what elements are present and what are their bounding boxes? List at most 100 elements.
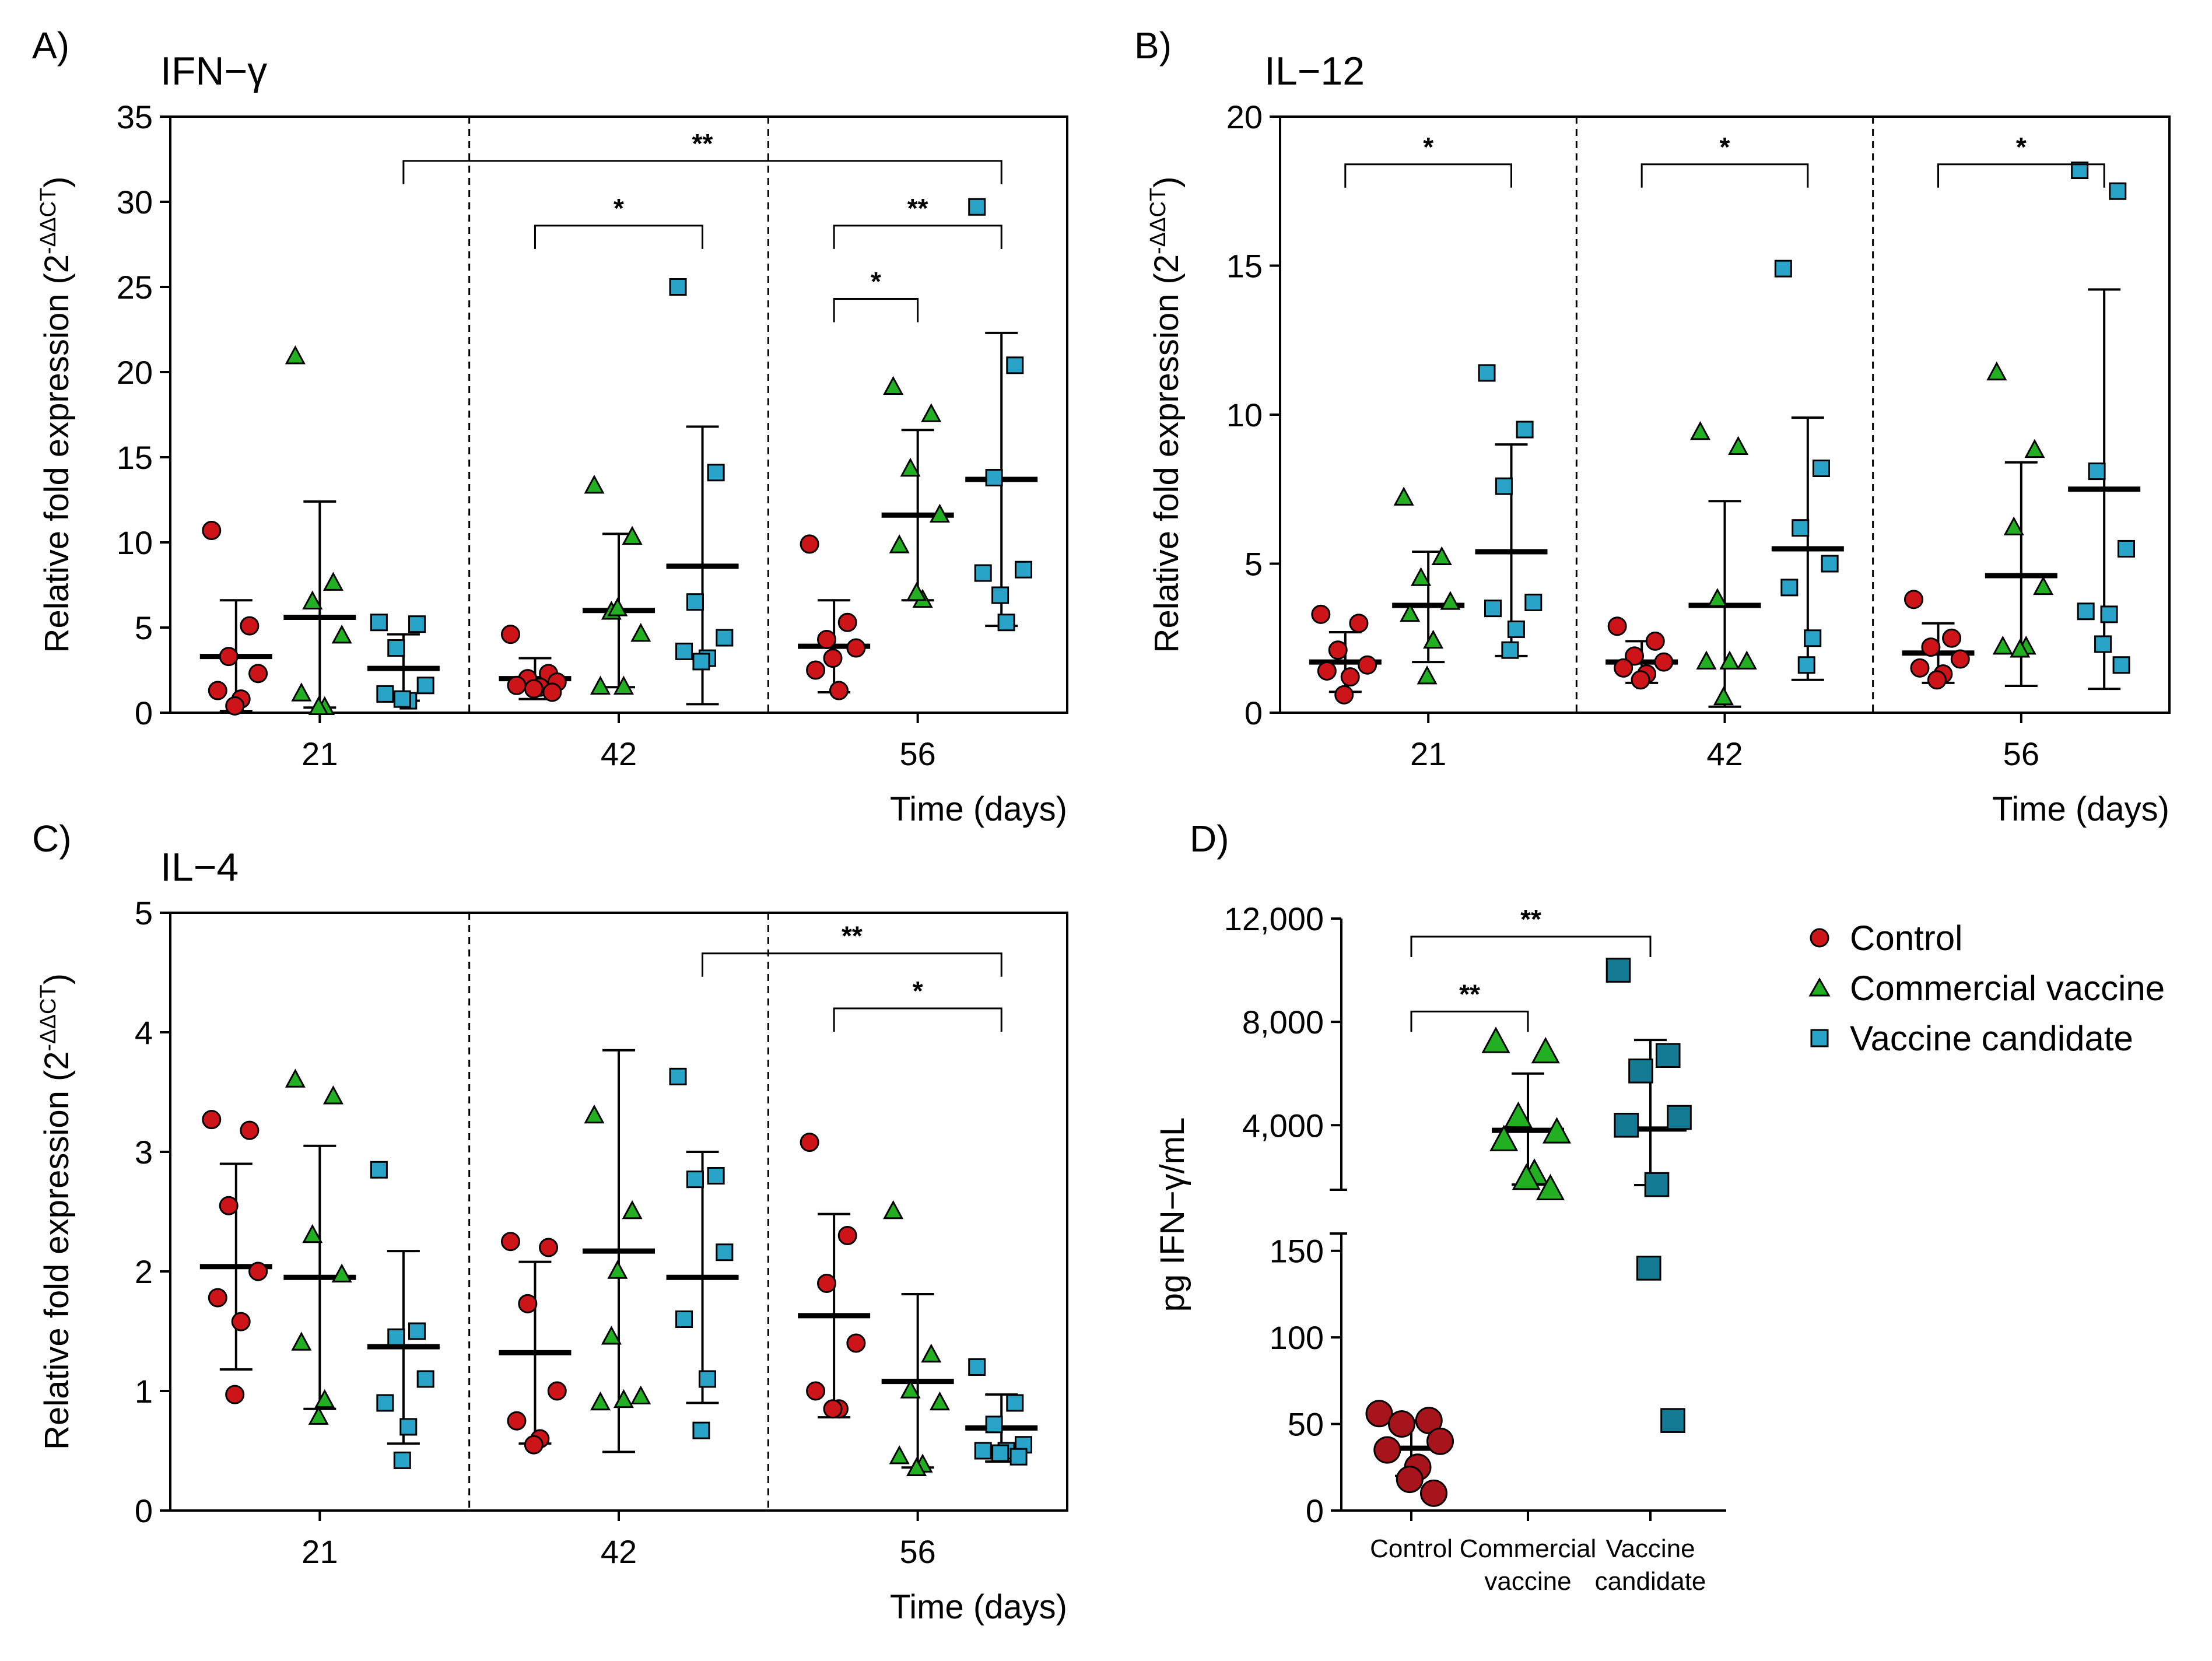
point-commercial-day42 bbox=[1696, 650, 1717, 670]
point-commercial-day21 bbox=[1423, 629, 1444, 649]
point-control-day56 bbox=[823, 1399, 843, 1419]
point-candidate-day56 bbox=[2077, 602, 2095, 621]
point-control-day21 bbox=[219, 1196, 239, 1215]
y-tick-label: 1 bbox=[135, 1373, 153, 1410]
point-control-day42 bbox=[1625, 646, 1645, 666]
point-control-day56 bbox=[1950, 649, 1970, 669]
significance-bracket bbox=[1640, 163, 1809, 188]
point-commercial-day56 bbox=[929, 503, 950, 523]
point-control bbox=[1365, 1400, 1393, 1428]
point-commercial-day56 bbox=[929, 1391, 950, 1411]
point-control-day56 bbox=[800, 534, 819, 554]
point-candidate-day21 bbox=[387, 1328, 405, 1346]
point-commercial bbox=[1489, 1124, 1519, 1151]
point-candidate-day42 bbox=[1804, 629, 1822, 647]
legend-label-candidate: Vaccine candidate bbox=[1850, 1018, 2133, 1058]
point-candidate-day56 bbox=[2117, 539, 2135, 558]
point-candidate-day42 bbox=[692, 653, 710, 671]
point-control-day42 bbox=[524, 1435, 544, 1455]
y-tick-label: 15 bbox=[1226, 248, 1263, 285]
point-commercial-day21 bbox=[314, 1389, 335, 1408]
point-candidate-day42 bbox=[686, 1171, 704, 1189]
point-commercial-day21 bbox=[1440, 591, 1461, 610]
panel-c-il-4: C) IL−4 0 1 2 3 4 5 Relative fold expression (2-… bbox=[32, 818, 1068, 1626]
point-commercial-day56 bbox=[889, 534, 910, 553]
point-candidate-day21 bbox=[376, 1394, 394, 1412]
panel-a-ifn-gamma: A) IFN−γ 0 5 10 15 20 25 30 35 Relative fold expre… bbox=[32, 24, 1068, 828]
point-candidate-day56 bbox=[991, 1444, 1009, 1462]
significance-bracket bbox=[1410, 1010, 1529, 1032]
point-control-day42 bbox=[507, 675, 527, 695]
x-tick-label: Vaccine bbox=[1605, 1534, 1695, 1563]
point-commercial-day21 bbox=[1431, 546, 1452, 566]
point-commercial-day21 bbox=[331, 1263, 352, 1282]
point-control-day56 bbox=[823, 649, 843, 668]
significance-bracket bbox=[702, 952, 1002, 977]
x-tick-label: 21 bbox=[302, 735, 338, 772]
point-candidate-day42 bbox=[698, 1370, 716, 1388]
point-commercial-day42 bbox=[1728, 436, 1749, 455]
y-tick-label: 20 bbox=[1226, 99, 1263, 135]
y-axis-label: Relative fold expression (2-ΔΔCT) bbox=[36, 177, 76, 653]
point-control-day56 bbox=[846, 1333, 866, 1353]
point-commercial-day42 bbox=[622, 1200, 643, 1220]
point-commercial-day42 bbox=[1689, 421, 1711, 440]
point-commercial-day21 bbox=[331, 624, 352, 644]
point-control-day42 bbox=[547, 1381, 567, 1401]
point-control-day56 bbox=[817, 1274, 837, 1293]
y-tick-label: 0 bbox=[135, 695, 153, 731]
point-candidate-day21 bbox=[416, 1370, 434, 1388]
point-candidate-day42 bbox=[675, 1310, 693, 1328]
point-commercial-day42 bbox=[622, 525, 643, 545]
point-candidate-day21 bbox=[1524, 593, 1543, 611]
point-candidate-day42 bbox=[716, 629, 734, 647]
point-commercial-day21 bbox=[1411, 567, 1432, 586]
point-candidate-day42 bbox=[1812, 459, 1830, 477]
y-axis-label: Relative fold expression (2-ΔΔCT) bbox=[36, 973, 76, 1450]
point-commercial bbox=[1481, 1026, 1510, 1053]
significance-bracket bbox=[833, 1007, 1002, 1032]
y-axis-label: pg IFN−γ/mL bbox=[1154, 1117, 1191, 1312]
y-tick-label: 3 bbox=[135, 1134, 153, 1171]
y-tick-label: 25 bbox=[117, 269, 153, 306]
significance-label: * bbox=[913, 976, 923, 1006]
point-candidate-day56 bbox=[1009, 1448, 1028, 1466]
point-control-day42 bbox=[542, 682, 562, 702]
point-candidate-day56 bbox=[985, 469, 1003, 487]
point-candidate-day56 bbox=[974, 1442, 992, 1460]
significance-label: * bbox=[871, 266, 881, 296]
point-candidate-day42 bbox=[1797, 656, 1815, 674]
x-tick-label: 42 bbox=[601, 735, 637, 772]
y-tick-label: 2 bbox=[135, 1253, 153, 1290]
point-candidate-day56 bbox=[974, 564, 992, 582]
chart-title: IL−4 bbox=[160, 845, 239, 889]
point-control-day21 bbox=[1349, 614, 1369, 633]
y-axis-label: Relative fold expression (2-ΔΔCT) bbox=[1146, 177, 1186, 653]
x-tick-label: 42 bbox=[1706, 735, 1743, 772]
circle-marker-icon bbox=[1802, 920, 1837, 955]
x-tick-label: 56 bbox=[2003, 735, 2039, 772]
point-candidate-day21 bbox=[370, 614, 388, 632]
point-commercial-day42 bbox=[630, 623, 651, 642]
point-commercial-day42 bbox=[607, 597, 628, 616]
point-control bbox=[1426, 1427, 1454, 1455]
point-commercial bbox=[1512, 1163, 1541, 1190]
y-tick-label: 50 bbox=[1288, 1406, 1324, 1443]
point-commercial-day21 bbox=[302, 1224, 323, 1243]
point-candidate-day42 bbox=[692, 1421, 710, 1439]
point-candidate-day21 bbox=[393, 1451, 411, 1469]
point-commercial-day21 bbox=[322, 1085, 343, 1105]
point-control bbox=[1388, 1410, 1415, 1438]
point-commercial-day56 bbox=[883, 1200, 904, 1220]
point-control-day21 bbox=[202, 1110, 222, 1130]
point-candidate-day42 bbox=[675, 642, 693, 660]
x-axis-label: Time (days) bbox=[890, 1588, 1067, 1626]
point-candidate-day56 bbox=[968, 198, 986, 216]
y-tick-label: 15 bbox=[117, 439, 153, 476]
point-control-day42 bbox=[500, 625, 520, 644]
point-commercial-day56 bbox=[889, 1445, 910, 1464]
point-candidate-day21 bbox=[1501, 641, 1519, 659]
y-tick-label: 5 bbox=[135, 609, 153, 646]
point-candidate-day21 bbox=[393, 690, 411, 708]
